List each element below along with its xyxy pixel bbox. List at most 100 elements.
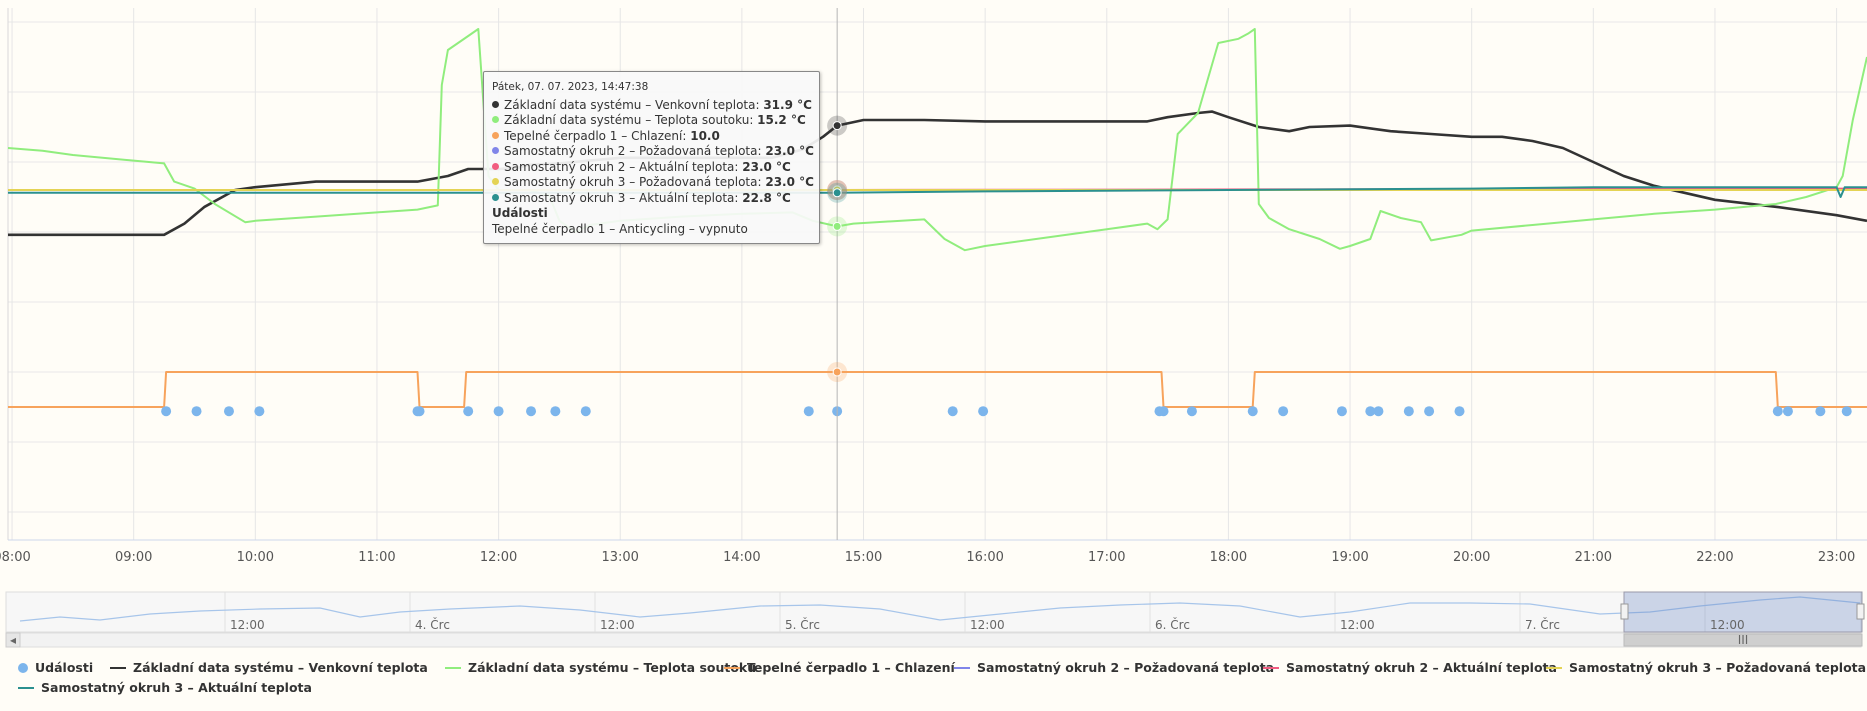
legend-item[interactable]: Události [18,660,93,675]
legend-line-icon [18,686,34,689]
tooltip: Pátek, 07. 07. 2023, 14:47:38 Základní d… [483,71,820,244]
event-marker [414,406,425,417]
navigator-label: 6. Črc [1155,617,1190,632]
event-markers [161,406,1852,417]
x-tick-label: 20:00 [1453,550,1490,565]
scrollbar-thumb-grip: III [1738,633,1749,647]
navigator-mask[interactable] [1623,591,1863,633]
navigator-label: 12:00 [600,618,635,632]
event-marker [978,406,989,417]
event-marker [254,406,265,417]
tooltip-row-label: Základní data systému – Venkovní teplota… [504,97,764,112]
tooltip-row-value: 23.0 °C [765,175,814,189]
tooltip-row-label: Základní data systému – Teplota soutoku: [504,113,758,127]
scrollbar-arrow-glyph: ◂ [10,633,16,647]
x-tick-label: 14:00 [723,550,760,565]
event-marker [1772,406,1783,417]
legend-label: Samostatný okruh 3 – Požadovaná teplota [1569,660,1867,675]
tooltip-row-value: 10.0 [690,128,720,143]
tooltip-row: Samostatný okruh 3 – Požadovaná teplota:… [492,175,814,191]
event-marker [947,406,958,417]
series-line [8,110,1867,237]
legend-item[interactable]: Základní data systému – Teplota soutoku [445,660,756,675]
event-marker [526,406,537,417]
event-marker [463,406,474,417]
crosshair [827,8,848,540]
navigator-series [19,596,1861,622]
legend-label: Události [35,660,94,675]
event-marker [493,406,504,417]
tooltip-rows: Základní data systému – Venkovní teplota… [492,98,814,207]
event-marker [1815,406,1826,417]
navigator-label: 4. Črc [415,617,450,632]
navigator-handle-right[interactable] [1856,603,1865,620]
x-tick-label: 10:00 [237,550,274,565]
tooltip-row-label: Samostatný okruh 2 – Aktuální teplota: [504,159,743,174]
tooltip-row-value: 22.8 °C [742,190,791,205]
legend-line-icon [110,666,126,669]
tooltip-event-text: Tepelné čerpadlo 1 – Anticycling – vypnu… [492,221,748,236]
legend-line-icon [954,666,970,669]
navigator-handle-left[interactable] [1620,603,1629,620]
x-tick-label: 23:00 [1818,550,1855,565]
x-tick-label: 13:00 [601,550,638,565]
series-dot-icon [492,178,499,185]
x-tick-label: 09:00 [115,550,152,565]
event-marker [803,406,814,417]
event-marker [1336,406,1347,417]
tooltip-row-label: Samostatný okruh 2 – Požadovaná teplota: [504,144,766,158]
event-marker [1278,406,1289,417]
x-tick-label: 22:00 [1696,550,1733,565]
x-tick-label: 18:00 [1210,550,1247,565]
legend-item[interactable]: Samostatný okruh 2 – Aktuální teplota [1263,660,1557,675]
legend-item[interactable]: Samostatný okruh 3 – Požadovaná teplota [1546,660,1866,675]
legend-label: Samostatný okruh 2 – Požadovaná teplota [977,660,1275,675]
legend-label: Samostatný okruh 3 – Aktuální teplota [41,680,312,695]
scrollbar-thumb[interactable] [1623,633,1863,647]
tooltip-header: Pátek, 07. 07. 2023, 14:47:38 [492,81,649,93]
x-tick-label: 16:00 [966,550,1003,565]
x-tick-label: 12:00 [480,550,517,565]
tooltip-row: Samostatný okruh 2 – Aktuální teplota: 2… [492,160,812,176]
x-tick-label: 17:00 [1088,550,1125,565]
legend-item[interactable]: Samostatný okruh 2 – Požadovaná teplota [954,660,1274,675]
legend-line-icon [445,666,461,669]
scrollbar-arrow-left[interactable] [5,632,21,648]
x-tick-label: 15:00 [845,550,882,565]
event-marker [1247,406,1258,417]
tooltip-row: Tepelné čerpadlo 1 – Chlazení: 10.0 [492,129,812,145]
legend-line-icon [1263,666,1279,669]
tooltip-row: Základní data systému – Teplota soutoku:… [492,113,812,129]
event-marker [580,406,591,417]
x-tick-label: 11:00 [358,550,395,565]
event-marker [1424,406,1435,417]
tooltip-row-label: Tepelné čerpadlo 1 – Chlazení: [504,128,691,143]
event-marker [1365,406,1376,417]
x-tick-label: 21:00 [1575,550,1612,565]
legend-item[interactable]: Tepelné čerpadlo 1 – Chlazení [724,660,955,675]
tooltip-row-value: 23.0 °C [742,159,791,174]
navigator-label: 12:00 [230,618,265,632]
navigator-label: 12:00 [1340,618,1375,632]
event-marker [1454,406,1465,417]
series-line [8,186,1867,198]
event-marker [191,406,202,417]
tooltip-row: Základní data systému – Venkovní teplota… [492,98,812,114]
legend-label: Základní data systému – Teplota soutoku [468,660,757,675]
tooltip-events-title: Události [492,206,548,220]
legend-item[interactable]: Samostatný okruh 3 – Aktuální teplota [18,680,312,695]
event-marker [223,406,234,417]
series-dot-icon [492,116,499,123]
legend-item[interactable]: Základní data systému – Venkovní teplota [110,660,428,675]
navigator: 12:00 4. Črc 12:00 5. Črc 12:00 6. Črc 12:00 7.… [5,591,1865,648]
tooltip-row-value: 15.2 °C [757,113,806,127]
event-marker [1186,406,1197,417]
series-dot-icon [492,100,499,108]
legend-label: Samostatný okruh 2 – Aktuální teplota [1286,660,1557,675]
series-dot-icon [492,193,499,201]
legend-line-icon [724,666,740,669]
series-line [7,28,1867,252]
event-marker [1158,406,1169,417]
plot-grid [7,8,1867,541]
